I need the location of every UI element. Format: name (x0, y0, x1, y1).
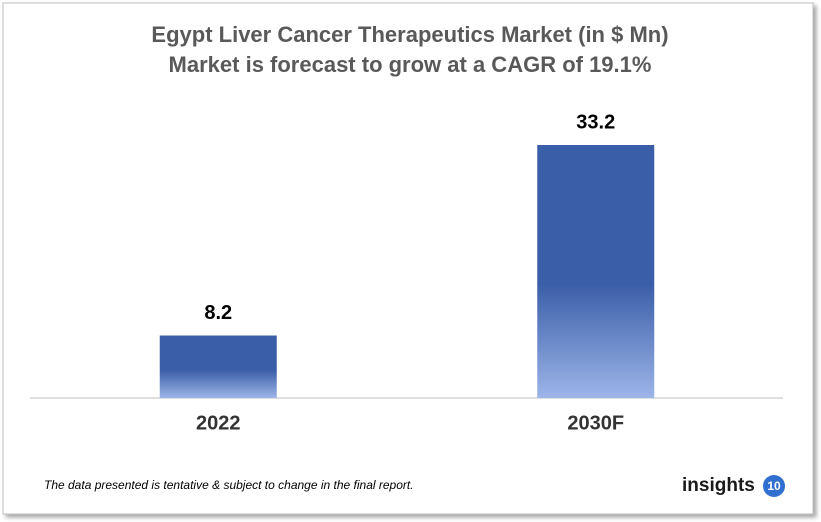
chart-subtitle: Market is forecast to grow at a CAGR of … (169, 52, 652, 77)
logo-text: insights (682, 475, 755, 496)
logo-badge (763, 475, 785, 497)
value-label: 33.2 (576, 111, 615, 133)
footnote: The data presented is tentative & subjec… (44, 478, 414, 492)
frame (2, 2, 814, 515)
logo-badge-text: 10 (767, 479, 781, 493)
bar (537, 145, 655, 398)
x-tick-label: 2022 (196, 412, 241, 434)
value-label: 8.2 (204, 302, 232, 324)
x-tick-label: 2030F (567, 412, 624, 434)
bar (159, 335, 277, 398)
chart-title: Egypt Liver Cancer Therapeutics Market (… (151, 22, 668, 47)
